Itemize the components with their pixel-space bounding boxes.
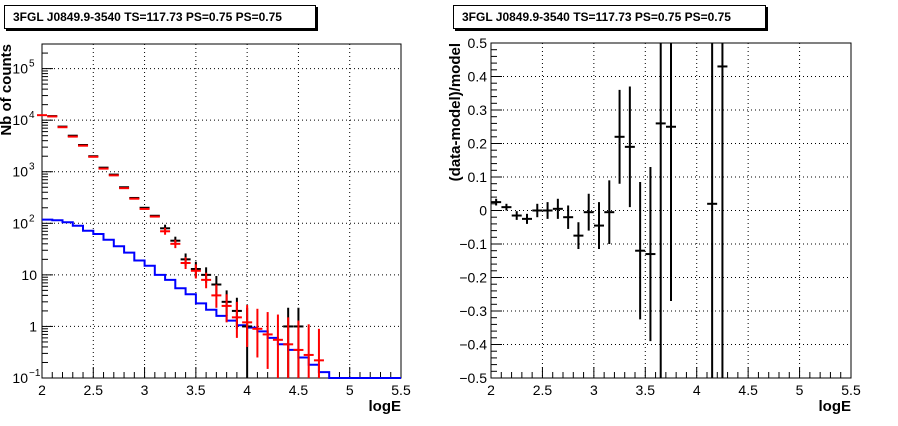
y-tick-exponent: 5 <box>29 59 35 70</box>
data-point <box>614 89 625 184</box>
data-point <box>655 43 666 378</box>
x-tick-label: 3 <box>590 382 598 398</box>
x-tick-label: 5 <box>346 382 354 398</box>
x-tick-label: 3 <box>141 382 149 398</box>
y-axis-title: Nb of counts <box>0 44 15 136</box>
data-point <box>221 294 232 323</box>
x-tick-label: 2.5 <box>533 382 553 398</box>
plot-frame <box>41 43 402 379</box>
data-point <box>552 198 563 219</box>
y-tick-label: 10 <box>12 61 28 77</box>
data-point <box>583 193 594 231</box>
y-tick-exponent: 3 <box>29 162 35 173</box>
y-tick-exponent: 2 <box>29 213 35 224</box>
x-tick-label: 3.5 <box>186 382 206 398</box>
left-plot-title: 3FGL J0849.9-3540 TS=117.73 PS=0.75 PS=0… <box>4 5 316 29</box>
data-point <box>511 211 522 220</box>
data-point <box>604 180 615 244</box>
y-tick-label: 10 <box>12 164 28 180</box>
data-point <box>635 182 646 320</box>
data-point <box>180 257 191 269</box>
data-point <box>272 314 283 378</box>
x-tick-label: 4.5 <box>738 382 758 398</box>
y-tick-label: 0.3 <box>468 102 488 118</box>
data-point <box>231 301 242 338</box>
y-tick-label: 0.1 <box>468 169 488 185</box>
data-point <box>624 86 635 208</box>
data-point <box>303 324 314 378</box>
y-tick-label: 0.5 <box>468 35 488 51</box>
y-tick-exponent: −1 <box>29 368 41 379</box>
residuals-panel: 2 2.5 3 3.5 4 4.5 5 5.5 −0.5 −0.4 −0.3 −0.2 −0.1 0 0.1… <box>447 35 861 415</box>
data-point <box>293 320 304 378</box>
x-tick-label: 5 <box>796 382 804 398</box>
x-axis-title: logE <box>369 398 402 415</box>
data-point <box>542 202 553 219</box>
right-plot-title: 3FGL J0849.9-3540 TS=117.73 PS=0.75 PS=0… <box>453 5 766 29</box>
y-tick-label: 10 <box>21 267 37 283</box>
data-point <box>594 202 604 250</box>
data-point <box>201 272 212 289</box>
y-axis-title: (data-model)/model <box>447 43 464 181</box>
data-point <box>313 328 324 378</box>
x-tick-label: 5.5 <box>391 382 411 398</box>
y-tick-label: −0.2 <box>459 270 487 286</box>
y-tick-label: 0 <box>479 203 487 219</box>
y-tick-label: −0.5 <box>459 370 487 386</box>
x-axis-title: logE <box>819 398 852 415</box>
x-tick-label: 2.5 <box>84 382 104 398</box>
data-point <box>532 203 543 218</box>
data-point <box>501 203 512 211</box>
y-tick-label: 0.2 <box>468 136 488 152</box>
data-point <box>573 222 584 250</box>
data-point <box>491 198 502 206</box>
y-tick-label: −0.1 <box>459 236 487 252</box>
data-point <box>170 239 181 249</box>
x-tick-label: 4 <box>243 382 251 398</box>
data-point <box>242 305 253 347</box>
y-tick-label: 10 <box>12 370 28 386</box>
data-point <box>522 213 532 224</box>
data-point <box>707 43 718 378</box>
y-tick-label: 1 <box>29 318 37 334</box>
data-point <box>190 264 201 279</box>
x-tick-label: 4 <box>693 382 701 398</box>
data-point <box>283 317 294 378</box>
data-point <box>717 43 728 378</box>
y-tick-exponent: 4 <box>29 110 35 121</box>
data-point <box>211 284 222 308</box>
data-point <box>563 205 574 229</box>
data-point <box>666 43 676 301</box>
data-point <box>262 312 273 369</box>
x-tick-label: 2 <box>38 382 46 398</box>
data-point <box>645 166 656 342</box>
y-tick-label: −0.4 <box>459 337 487 353</box>
y-tick-label: −0.3 <box>459 303 487 319</box>
x-tick-label: 3.5 <box>636 382 656 398</box>
data-point <box>252 308 263 358</box>
y-tick-label: 10 <box>12 215 28 231</box>
model-line <box>42 218 401 379</box>
data-point <box>160 227 171 235</box>
x-tick-label: 5.5 <box>841 382 861 398</box>
y-tick-label: 0.4 <box>468 69 488 85</box>
x-tick-label: 2 <box>487 382 495 398</box>
y-tick-label: 10 <box>12 112 28 128</box>
x-tick-label: 4.5 <box>289 382 309 398</box>
